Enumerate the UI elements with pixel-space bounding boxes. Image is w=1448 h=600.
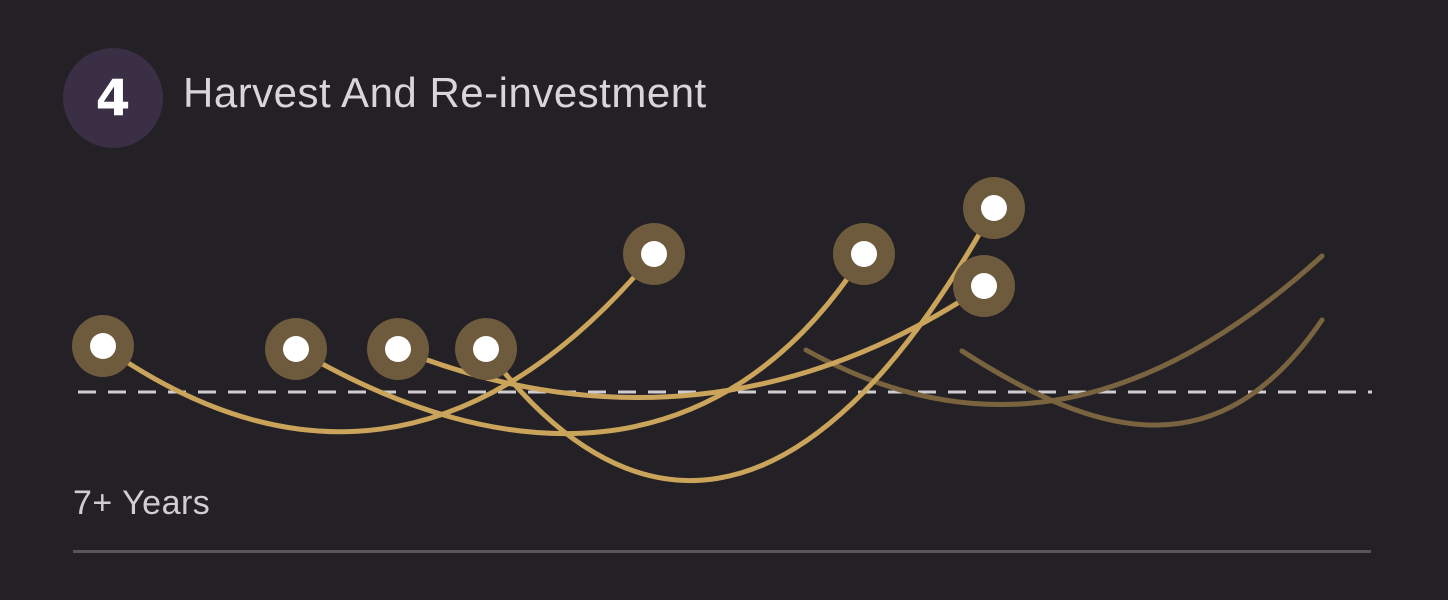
node-end-2 [833, 223, 895, 285]
investment-curve-1 [100, 251, 657, 435]
node-start-3 [367, 318, 429, 380]
node-end-1 [623, 223, 685, 285]
step-number-badge: 4 [63, 48, 163, 148]
bottom-rule [73, 550, 1371, 553]
step-title: Harvest And Re-investment [183, 69, 707, 116]
investment-curve-2 [293, 251, 867, 437]
node-start-1 [72, 315, 134, 377]
future-curve-2 [959, 317, 1325, 428]
node-end-4 [963, 177, 1025, 239]
node-start-4 [455, 318, 517, 380]
node-end-3 [953, 255, 1015, 317]
investment-curve-4 [483, 205, 997, 484]
future-curve-1 [803, 253, 1325, 407]
duration-label: 7+ Years [73, 484, 211, 522]
node-start-2 [265, 318, 327, 380]
step-number: 4 [95, 69, 131, 127]
